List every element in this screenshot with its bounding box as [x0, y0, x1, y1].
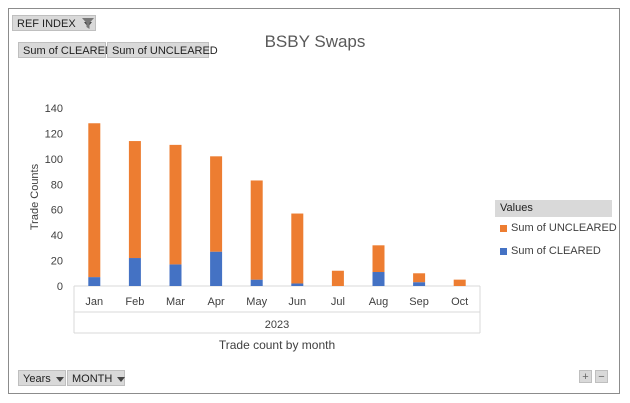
y-tick-label: 0 [57, 281, 63, 293]
x-tick-label: Jun [288, 296, 306, 308]
y-tick-label: 60 [51, 205, 63, 217]
bar-uncleared-jul [331, 270, 344, 286]
filter-icon [82, 18, 94, 29]
legend-swatch-cleared [500, 247, 507, 255]
bar-cleared-aug [372, 272, 385, 286]
years-filter-button[interactable]: Years [18, 370, 66, 386]
month-filter-button[interactable]: MONTH [67, 370, 126, 386]
x-group-label: 2023 [265, 319, 289, 331]
bar-uncleared-oct [453, 279, 466, 286]
legend-item-uncleared: Sum of UNCLEARED [500, 222, 617, 234]
dropdown-arrow-icon [117, 376, 126, 382]
bar-cleared-jan [88, 277, 101, 286]
legend-swatch-uncleared [500, 224, 507, 232]
bar-cleared-sep [413, 282, 426, 286]
legend-label-cleared: Sum of CLEARED [511, 245, 601, 257]
plus-icon: + [582, 371, 589, 383]
chart-title: BSBY Swaps [264, 32, 366, 51]
expand-button[interactable]: + [579, 370, 592, 383]
collapse-button[interactable]: − [595, 370, 608, 383]
y-tick-label: 20 [51, 256, 63, 268]
ref-index-filter-button[interactable]: REF INDEX [12, 15, 96, 31]
years-label: Years [23, 373, 51, 385]
month-label: MONTH [72, 373, 113, 385]
sum-of-cleared-label: Sum of CLEARED [23, 45, 113, 57]
bar-uncleared-feb [128, 141, 141, 259]
x-tick-label: Mar [166, 296, 185, 308]
bar-uncleared-jan [88, 123, 101, 278]
y-tick-label: 100 [45, 154, 63, 166]
legend-label-uncleared: Sum of UNCLEARED [511, 222, 617, 234]
dropdown-arrow-icon [55, 376, 64, 382]
y-tick-label: 140 [45, 103, 63, 115]
bar-cleared-jun [291, 283, 304, 286]
x-tick-label: Oct [451, 296, 468, 308]
x-tick-label: May [246, 296, 267, 308]
bar-cleared-may [250, 279, 263, 286]
bar-uncleared-jun [291, 213, 304, 284]
y-tick-label: 80 [51, 179, 63, 191]
bar-cleared-feb [128, 258, 141, 286]
x-tick-label: Apr [208, 296, 225, 308]
y-tick-label: 120 [45, 128, 63, 140]
x-tick-label: Feb [125, 296, 144, 308]
x-axis-title: Trade count by month [219, 338, 335, 352]
y-axis-title: Trade Counts [29, 163, 41, 230]
legend-title: Values [495, 200, 612, 217]
sum-of-uncleared-label: Sum of UNCLEARED [112, 45, 218, 57]
bar-uncleared-may [250, 180, 263, 280]
bar-uncleared-aug [372, 245, 385, 273]
ref-index-label: REF INDEX [17, 18, 76, 30]
bar-uncleared-sep [413, 273, 426, 283]
bar-cleared-mar [169, 264, 182, 286]
sum-of-uncleared-button[interactable]: Sum of UNCLEARED [107, 42, 218, 58]
sum-of-cleared-button[interactable]: Sum of CLEARED [18, 42, 113, 58]
x-tick-label: Aug [369, 296, 389, 308]
y-tick-label: 40 [51, 230, 63, 242]
x-tick-label: Jul [331, 296, 345, 308]
x-tick-label: Jan [85, 296, 103, 308]
bar-cleared-apr [210, 251, 223, 286]
x-tick-label: Sep [409, 296, 429, 308]
bar-uncleared-apr [210, 156, 223, 252]
minus-icon: − [598, 371, 605, 383]
legend-item-cleared: Sum of CLEARED [500, 245, 601, 257]
bar-uncleared-mar [169, 144, 182, 265]
